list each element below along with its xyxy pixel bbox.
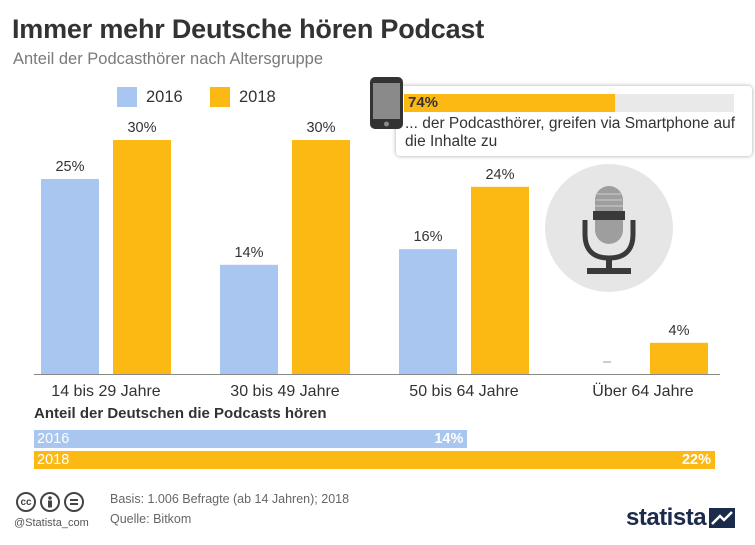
- smartphone-callout: 74% ... der Podcasthörer, greifen via Sm…: [396, 86, 752, 156]
- cc-icon: cc: [16, 492, 36, 512]
- data-label-14-bis-29-jahre-2016: 25%: [55, 159, 84, 175]
- data-label-ber-64-jahre-2016: –: [603, 354, 612, 370]
- source-note: Quelle: Bitkom: [110, 512, 192, 526]
- callout-text: ... der Podcasthörer, greifen via Smartp…: [405, 115, 735, 150]
- summary-bar-2018: [34, 451, 715, 469]
- summary-label-2016: 2016: [37, 431, 70, 447]
- data-label-ber-64-jahre-2018: 4%: [669, 323, 690, 339]
- data-label-30-bis-49-jahre-2016: 14%: [234, 245, 263, 261]
- category-label-ber-64-jahre: Über 64 Jahre: [592, 382, 693, 400]
- statista-logo-mark: [709, 508, 735, 528]
- summary-row-2016: 2016 14%: [34, 430, 715, 448]
- bar-50-bis-64-jahre-2016: [399, 249, 457, 374]
- page-title: Immer mehr Deutsche hören Podcast: [12, 14, 485, 44]
- summary-value-2016: 14%: [434, 431, 464, 447]
- callout-bar-track: 74%: [404, 94, 734, 112]
- bar-30-bis-49-jahre-2018: [292, 140, 350, 374]
- statista-logo: statista: [626, 504, 707, 531]
- data-label-50-bis-64-jahre-2018: 24%: [485, 167, 514, 183]
- summary-row-2018: 2018 22%: [34, 451, 715, 469]
- category-label-14-bis-29-jahre: 14 bis 29 Jahre: [51, 383, 161, 400]
- license-icons: cc: [16, 492, 84, 512]
- category-label-30-bis-49-jahre: 30 bis 49 Jahre: [230, 383, 340, 400]
- legend-item-2018: 2018: [210, 87, 276, 107]
- category-label-50-bis-64-jahre: 50 bis 64 Jahre: [409, 383, 519, 400]
- bar-14-bis-29-jahre-2018: [113, 140, 171, 374]
- bar-14-bis-29-jahre-2016: [41, 179, 99, 374]
- statista-handle: @Statista_com: [14, 517, 89, 529]
- bar-30-bis-49-jahre-2016: [220, 264, 278, 374]
- callout-value: 74%: [408, 94, 439, 111]
- summary-label-2018: 2018: [37, 452, 70, 468]
- bar-ber-64-jahre-2018: [650, 342, 708, 374]
- page-subtitle: Anteil der Podcasthörer nach Altersgrupp…: [13, 50, 324, 68]
- summary-title: Anteil der Deutschen die Podcasts hören: [34, 405, 327, 422]
- microphone-badge: [545, 164, 673, 292]
- summary-bar-2016: [34, 430, 468, 448]
- bar-50-bis-64-jahre-2018: [471, 186, 529, 374]
- smartphone-icon: [370, 77, 403, 129]
- legend-label-2018: 2018: [239, 87, 276, 106]
- microphone-icon: [582, 186, 636, 274]
- basis-note: Basis: 1.006 Befragte (ab 14 Jahren); 20…: [110, 492, 350, 506]
- data-label-50-bis-64-jahre-2016: 16%: [413, 229, 442, 245]
- legend-swatch-2016: [117, 87, 137, 107]
- summary-value-2018: 22%: [681, 452, 711, 468]
- data-label-14-bis-29-jahre-2018: 30%: [127, 120, 156, 136]
- nd-icon: [64, 492, 84, 512]
- callout-bar-fill: [404, 94, 616, 112]
- data-label-30-bis-49-jahre-2018: 30%: [306, 120, 335, 136]
- legend-label-2016: 2016: [146, 87, 183, 106]
- legend-swatch-2018: [210, 87, 230, 107]
- by-icon: [40, 492, 60, 512]
- legend-item-2016: 2016: [117, 87, 183, 107]
